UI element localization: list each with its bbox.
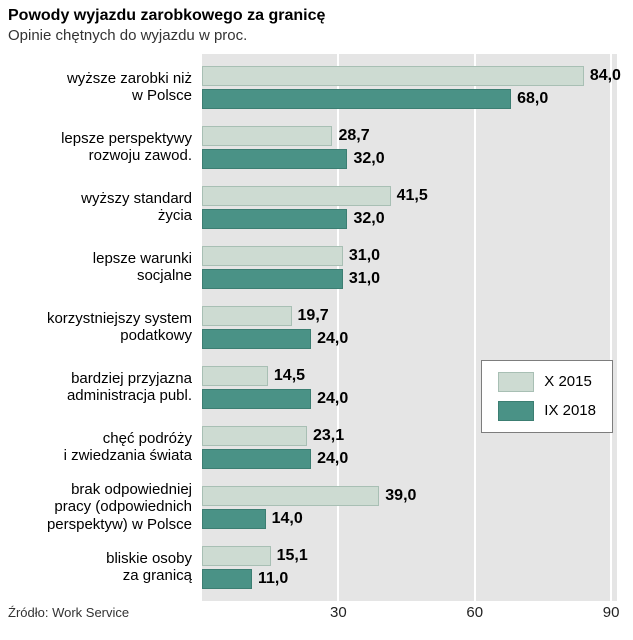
bar-group: bliskie osoby za granicą 15,1 11,0 bbox=[8, 545, 625, 589]
bar-x-2015 bbox=[202, 185, 391, 206]
bar-groups: wyższe zarobki niż w Polsce 84,0 68,0 lepsz… bbox=[8, 65, 625, 589]
category-label: bardziej przyjazna administracja publ. bbox=[66, 369, 192, 404]
bar-x-2015 bbox=[202, 425, 307, 446]
bar-group: lepsze warunki socjalne 31,0 31,0 bbox=[8, 245, 625, 289]
x-tick-label: 90 bbox=[602, 603, 620, 621]
value-label: 41,5 bbox=[396, 186, 428, 204]
value-label: 24,0 bbox=[317, 329, 349, 347]
value-label: 31,0 bbox=[348, 269, 381, 287]
bar-x-2015 bbox=[202, 545, 271, 566]
gridline bbox=[337, 53, 340, 601]
legend-label: X 2015 bbox=[544, 373, 592, 390]
bar-ix-2018 bbox=[202, 568, 252, 589]
legend-swatch bbox=[498, 371, 535, 392]
legend-items: X 2015 IX 2018 bbox=[498, 371, 596, 421]
value-label: 32,0 bbox=[353, 149, 385, 167]
bar-x-2015 bbox=[202, 305, 292, 326]
value-label: 39,0 bbox=[385, 486, 417, 504]
bar-ix-2018 bbox=[202, 208, 348, 229]
legend-swatch bbox=[498, 400, 535, 421]
chart-header: Powody wyjazdu zarobkowego za granicę Op… bbox=[8, 6, 625, 46]
value-label: 19,7 bbox=[297, 306, 329, 324]
category-label: korzystniejszy system podatkowy bbox=[46, 309, 192, 344]
value-label: 11,0 bbox=[258, 569, 289, 587]
x-axis-ticks: 30 60 90 bbox=[202, 603, 620, 622]
bar-x-2015 bbox=[202, 245, 343, 266]
bar-x-2015 bbox=[202, 125, 333, 146]
source-note: Źródło: Work Service bbox=[8, 604, 130, 620]
bar-x-2015 bbox=[202, 485, 380, 506]
chart-page: Powody wyjazdu zarobkowego za granicę Op… bbox=[8, 6, 625, 622]
bar-ix-2018 bbox=[202, 388, 312, 409]
legend: X 2015 IX 2018 bbox=[481, 359, 613, 433]
bar-ix-2018 bbox=[202, 88, 512, 109]
category-label: brak odpowiedniej pracy (odpowiednich pe… bbox=[46, 481, 192, 533]
value-label: 24,0 bbox=[317, 449, 349, 467]
value-label: 68,0 bbox=[517, 89, 549, 107]
category-label: wyższy standard życia bbox=[81, 189, 192, 224]
chart-title: Powody wyjazdu zarobkowego za granicę bbox=[8, 7, 326, 24]
value-label: 15,1 bbox=[276, 546, 308, 564]
legend-item: IX 2018 bbox=[498, 400, 596, 421]
x-axis: Źródło: Work Service 30 60 90 bbox=[8, 604, 625, 622]
bar-x-2015 bbox=[202, 65, 584, 86]
x-tick-label: 30 bbox=[330, 603, 347, 621]
bar-ix-2018 bbox=[202, 328, 312, 349]
bar-group: chęć podróży i zwiedzania świata 23,1 24,0 bbox=[8, 425, 625, 469]
category-label: lepsze warunki socjalne bbox=[92, 249, 192, 284]
category-label: wyższe zarobki niż w Polsce bbox=[66, 69, 192, 104]
gridline bbox=[610, 53, 613, 601]
bar-group: bardziej przyjazna administracja publ. 14… bbox=[8, 365, 625, 409]
value-label: 24,0 bbox=[317, 389, 349, 407]
gridline bbox=[473, 53, 476, 601]
bar-group: korzystniejszy system podatkowy 19,7 24,0 bbox=[8, 305, 625, 349]
value-label: 14,0 bbox=[271, 509, 303, 527]
value-label: 32,0 bbox=[353, 209, 385, 227]
value-label: 14,5 bbox=[273, 366, 306, 384]
bar-group: wyższy standard życia 41,5 32,0 bbox=[8, 185, 625, 229]
value-label: 28,7 bbox=[338, 126, 370, 144]
bar-ix-2018 bbox=[202, 508, 266, 529]
value-label: 23,1 bbox=[313, 426, 345, 444]
value-label: 84,0 bbox=[589, 66, 621, 84]
bar-ix-2018 bbox=[202, 268, 343, 289]
bar-chart: wyższe zarobki niż w Polsce 84,0 68,0 lepsz… bbox=[8, 53, 625, 601]
bar-group: lepsze perspektywy rozwoju zawod. 28,7 32,… bbox=[8, 125, 625, 169]
bar-ix-2018 bbox=[202, 448, 312, 469]
category-label: lepsze perspektywy rozwoju zawod. bbox=[61, 129, 192, 164]
category-label: chęć podróży i zwiedzania świata bbox=[63, 429, 192, 464]
bar-ix-2018 bbox=[202, 148, 348, 169]
legend-item: X 2015 bbox=[498, 371, 596, 392]
legend-label: IX 2018 bbox=[544, 402, 596, 419]
bar-group: brak odpowiedniej pracy (odpowiednich pe… bbox=[8, 481, 625, 533]
bar-group: wyższe zarobki niż w Polsce 84,0 68,0 bbox=[8, 65, 625, 109]
bar-x-2015 bbox=[202, 365, 268, 386]
chart-subtitle: Opinie chętnych do wyjazdu w proc. bbox=[8, 27, 248, 44]
x-tick-label: 60 bbox=[466, 603, 484, 621]
category-label: bliskie osoby za granicą bbox=[106, 549, 192, 584]
value-label: 31,0 bbox=[348, 246, 381, 264]
